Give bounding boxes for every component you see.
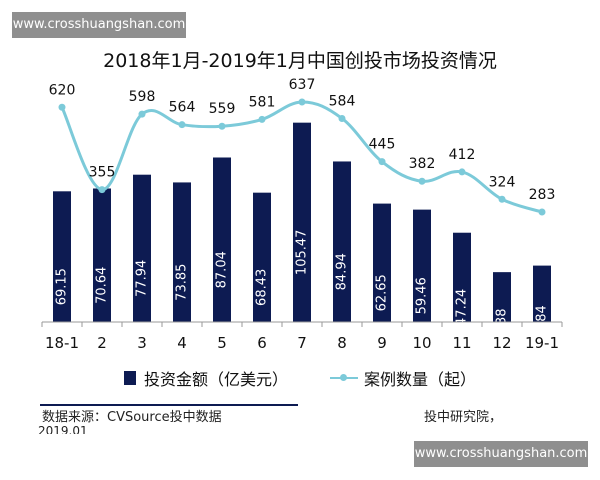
watermark-top: www.crosshuangshan.com	[12, 12, 186, 38]
count-point	[418, 177, 426, 185]
bar-value-label: 59.46	[415, 277, 430, 314]
data-source: 数据来源：CVSource投中数据	[42, 410, 222, 425]
bar	[413, 209, 431, 322]
count-point	[298, 98, 306, 106]
count-point	[218, 122, 226, 130]
bar	[213, 157, 231, 322]
chart-title: 2018年1月-2019年1月中国创投市场投资情况	[103, 50, 497, 72]
count-point	[98, 186, 106, 194]
x-tick-label: 18-1	[45, 334, 79, 352]
publish-date: 2019.01	[38, 424, 88, 434]
bar-value-label: 69.15	[55, 268, 70, 305]
x-tick-label: 7	[297, 334, 307, 352]
count-value-label: 324	[489, 174, 516, 190]
legend-label-amount: 投资金额（亿美元）	[144, 370, 289, 389]
chart-legend: 投资金额（亿美元） 案例数量（起）	[0, 366, 600, 390]
count-point	[458, 168, 466, 176]
x-tick-label: 11	[452, 334, 471, 352]
bar-value-label: 87.04	[215, 251, 230, 288]
source-divider	[40, 404, 298, 406]
x-tick-label: 3	[137, 334, 147, 352]
count-point	[178, 121, 186, 129]
count-point	[58, 103, 66, 111]
watermark-bottom: www.crosshuangshan.com	[414, 441, 588, 467]
bar	[293, 122, 311, 322]
legend-item-count: 案例数量（起）	[330, 366, 476, 390]
publisher: 投中研究院，	[424, 410, 503, 425]
bar-value-label: 73.85	[175, 264, 190, 301]
count-value-label: 283	[529, 187, 556, 203]
legend-bar-swatch	[124, 371, 136, 385]
bar	[53, 191, 71, 322]
x-tick-label: 19-1	[525, 334, 559, 352]
bar-value-label: 29.84	[535, 305, 550, 342]
legend-line-symbol	[330, 371, 358, 385]
x-tick-label: 10	[412, 334, 431, 352]
bar	[173, 182, 191, 322]
count-value-label: 355	[89, 165, 116, 181]
bar	[133, 174, 151, 322]
count-value-label: 382	[409, 156, 436, 172]
x-tick-label: 6	[257, 334, 267, 352]
bar-value-label: 26.38	[495, 308, 510, 345]
count-value-label: 584	[329, 93, 356, 109]
bar-value-label: 62.65	[375, 274, 390, 311]
x-tick-label: 9	[377, 334, 387, 352]
bar	[453, 232, 471, 322]
count-point	[258, 115, 266, 123]
count-value-label: 620	[49, 82, 76, 98]
count-value-label: 598	[129, 89, 156, 105]
x-tick-label: 12	[492, 334, 511, 352]
x-tick-label: 4	[177, 334, 187, 352]
count-value-label: 559	[209, 101, 236, 117]
count-point	[378, 158, 386, 166]
count-point	[498, 195, 506, 203]
bar-value-label: 68.43	[255, 269, 270, 306]
count-value-label: 581	[249, 94, 276, 110]
bar-value-label: 84.94	[335, 253, 350, 290]
bar	[493, 272, 511, 322]
bar	[373, 203, 391, 322]
legend-item-amount: 投资金额（亿美元）	[124, 366, 288, 390]
bar-value-label: 47.24	[455, 289, 470, 326]
count-point	[338, 114, 346, 122]
count-value-label: 564	[169, 100, 196, 116]
bar-value-label: 77.94	[135, 260, 150, 297]
legend-label-count: 案例数量（起）	[364, 370, 477, 389]
bar-value-label: 105.47	[295, 230, 310, 276]
bar	[533, 265, 551, 322]
count-value-label: 412	[449, 147, 476, 163]
x-tick-label: 8	[337, 334, 347, 352]
bar	[333, 161, 351, 322]
bar-value-label: 70.64	[95, 267, 110, 304]
count-point	[538, 208, 546, 216]
x-tick-label: 5	[217, 334, 227, 352]
bar	[253, 192, 271, 322]
bar	[93, 188, 111, 322]
count-point	[138, 110, 146, 118]
x-tick-label: 2	[97, 334, 107, 352]
count-value-label: 445	[369, 137, 396, 153]
count-value-label: 637	[289, 77, 316, 93]
